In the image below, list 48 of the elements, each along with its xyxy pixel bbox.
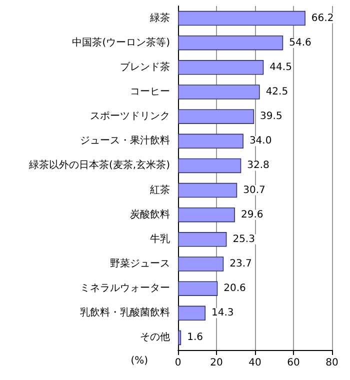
y-tick-label: コーヒー xyxy=(130,86,170,98)
bar xyxy=(178,134,244,149)
bar xyxy=(178,182,238,198)
bar xyxy=(178,207,235,222)
bar xyxy=(178,35,284,50)
x-axis-title: (%) xyxy=(130,356,148,366)
bar xyxy=(178,60,264,75)
bar xyxy=(178,281,218,296)
y-tick-label: 緑茶 xyxy=(149,12,170,24)
bar xyxy=(178,306,206,321)
data-label: 30.7 xyxy=(243,184,266,196)
y-tick-label: その他 xyxy=(140,331,170,344)
data-label: 66.2 xyxy=(311,12,334,24)
y-tick-label: 乳飲料・乳酸菌飲料 xyxy=(80,306,170,319)
data-label: 34.0 xyxy=(249,136,272,147)
bar xyxy=(178,158,242,174)
data-label: 20.6 xyxy=(224,283,246,294)
data-label: 1.6 xyxy=(187,332,203,344)
x-tick-label: 0 xyxy=(174,358,182,368)
y-tick-label: 緑茶以外の日本茶(麦茶,玄米茶) xyxy=(28,159,170,172)
x-tick-label: 20 xyxy=(210,358,223,368)
y-tick-label: 野菜ジュース xyxy=(110,258,170,270)
bar xyxy=(178,330,182,346)
data-label: 39.5 xyxy=(260,111,282,122)
y-tick-label: 紅茶 xyxy=(150,184,170,196)
y-tick-label: ジュース・果汁飲料 xyxy=(80,134,170,147)
bar xyxy=(178,10,306,26)
data-label: 14.3 xyxy=(212,308,234,319)
bar xyxy=(178,232,227,247)
data-label: 42.5 xyxy=(266,86,288,98)
data-label: 25.3 xyxy=(232,234,255,245)
x-tick-label: 40 xyxy=(248,358,262,368)
y-tick-label: ブレンド茶 xyxy=(120,60,170,73)
data-label: 29.6 xyxy=(240,209,264,220)
data-label: 32.8 xyxy=(247,160,270,172)
bar xyxy=(178,256,224,272)
data-label: 54.6 xyxy=(289,37,312,48)
y-tick-label: ミネラルウォーター xyxy=(80,283,170,294)
data-label: 23.7 xyxy=(230,258,252,270)
bar xyxy=(178,109,254,124)
data-label: 44.5 xyxy=(270,62,292,73)
y-tick-label: 炭酸飲料 xyxy=(130,208,170,220)
bar xyxy=(178,84,260,100)
y-tick-label: 中国茶(ウーロン茶等) xyxy=(72,36,170,48)
y-tick-label: 牛乳 xyxy=(150,232,170,245)
x-tick-label: 60 xyxy=(287,358,300,368)
x-tick-label: 80 xyxy=(326,358,338,368)
y-tick-label: スポーツドリンク xyxy=(90,111,170,122)
